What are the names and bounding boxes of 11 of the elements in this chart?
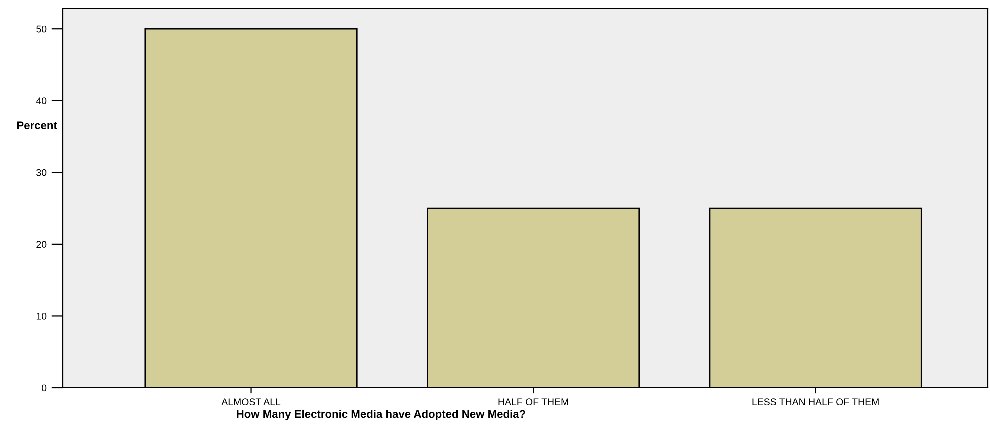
x-tick-label: ALMOST ALL [222,398,281,406]
y-tick-label: 0 [42,384,47,392]
y-tick-label: 40 [36,98,47,104]
x-tick-label: LESS THAN HALF OF THEM [752,398,879,406]
y-tick-label: 20 [36,241,47,248]
y-tick-label: 10 [36,312,47,320]
x-axis-title: How Many Electronic Media have Adopted New Media? [237,410,526,420]
y-axis-title: Percent [17,122,58,130]
y-tick-label: 30 [36,169,47,176]
y-tick-label: 50 [36,26,47,33]
x-tick-label: HALF OF THEM [498,398,568,406]
